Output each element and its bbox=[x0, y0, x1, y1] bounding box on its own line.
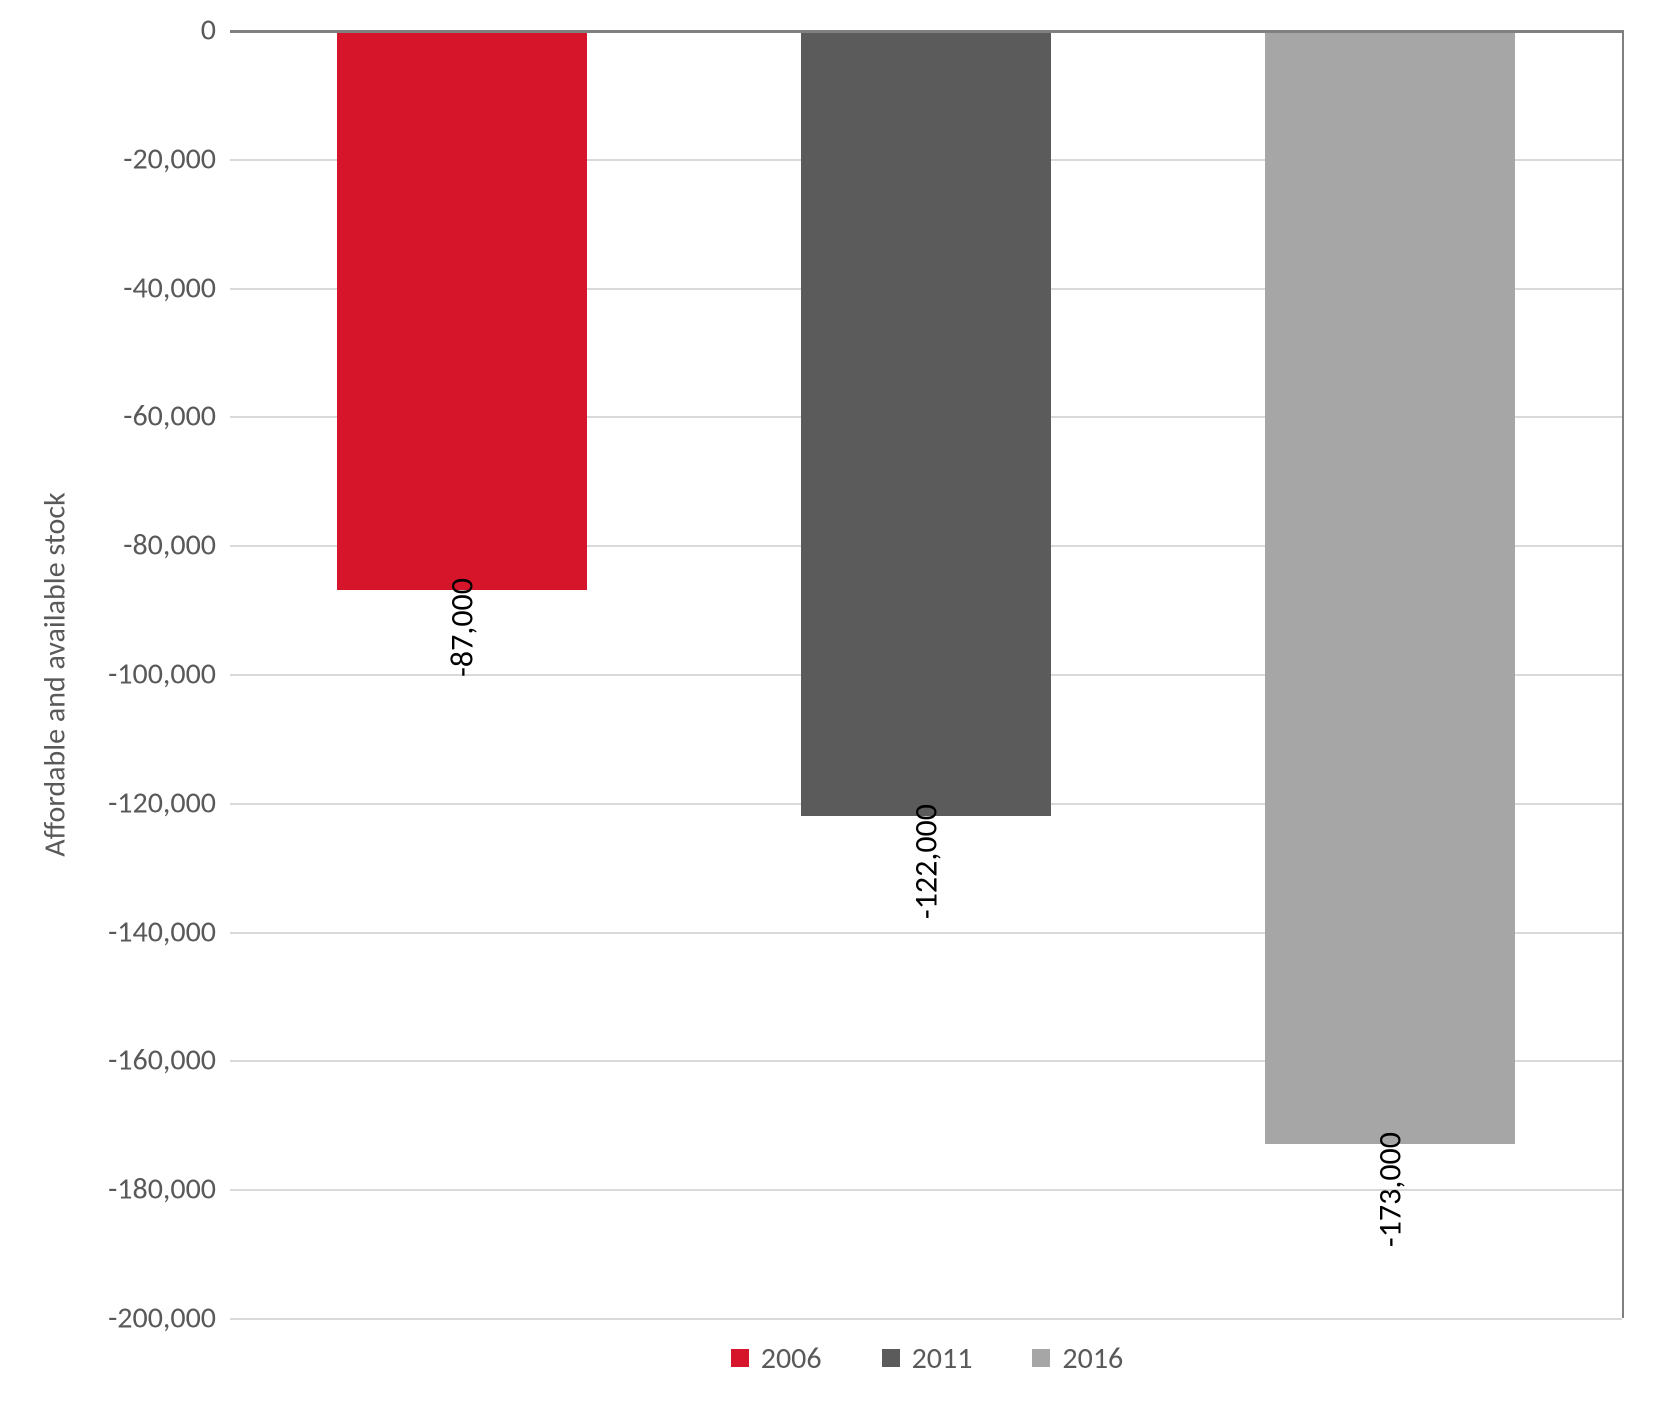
chart-body: Affordable and available stock 0-20,000-… bbox=[30, 30, 1624, 1318]
bar bbox=[1265, 30, 1516, 1144]
bar-chart: Affordable and available stock 0-20,000-… bbox=[30, 30, 1624, 1398]
y-tick-label: 0 bbox=[201, 12, 216, 49]
legend-swatch bbox=[1032, 1349, 1050, 1367]
gridline bbox=[230, 1189, 1622, 1191]
bar bbox=[337, 30, 588, 590]
y-tick-label: -80,000 bbox=[123, 527, 216, 564]
y-tick-label: -100,000 bbox=[108, 656, 216, 693]
y-tick-label: -160,000 bbox=[108, 1042, 216, 1079]
y-tick-label: -60,000 bbox=[123, 398, 216, 435]
gridline bbox=[230, 1318, 1622, 1320]
legend-label: 2011 bbox=[912, 1340, 973, 1377]
legend-item: 2016 bbox=[1032, 1340, 1123, 1377]
bar-data-label: -87,000 bbox=[443, 578, 482, 677]
bar bbox=[801, 30, 1052, 816]
bar-data-label: -173,000 bbox=[1371, 1132, 1410, 1247]
y-tick-label: -200,000 bbox=[108, 1300, 216, 1337]
y-axis-ticks: 0-20,000-40,000-60,000-80,000-100,000-12… bbox=[80, 30, 230, 1318]
y-tick-label: -140,000 bbox=[108, 913, 216, 950]
y-tick-label: -120,000 bbox=[108, 784, 216, 821]
x-axis-baseline bbox=[230, 30, 1622, 33]
y-axis-label: Affordable and available stock bbox=[37, 492, 74, 856]
y-tick-label: -40,000 bbox=[123, 269, 216, 306]
y-tick-label: -180,000 bbox=[108, 1171, 216, 1208]
y-axis-label-container: Affordable and available stock bbox=[30, 30, 80, 1318]
bar-data-label: -122,000 bbox=[907, 804, 946, 919]
legend-item: 2006 bbox=[731, 1340, 822, 1377]
plot-area: -87,000 -122,000 -173,000 bbox=[230, 30, 1624, 1318]
legend-label: 2006 bbox=[761, 1340, 822, 1377]
y-tick-label: -20,000 bbox=[123, 140, 216, 177]
legend-swatch bbox=[731, 1349, 749, 1367]
legend-swatch bbox=[882, 1349, 900, 1367]
legend-item: 2011 bbox=[882, 1340, 973, 1377]
legend: 2006 2011 2016 bbox=[30, 1318, 1624, 1398]
legend-label: 2016 bbox=[1062, 1340, 1123, 1377]
